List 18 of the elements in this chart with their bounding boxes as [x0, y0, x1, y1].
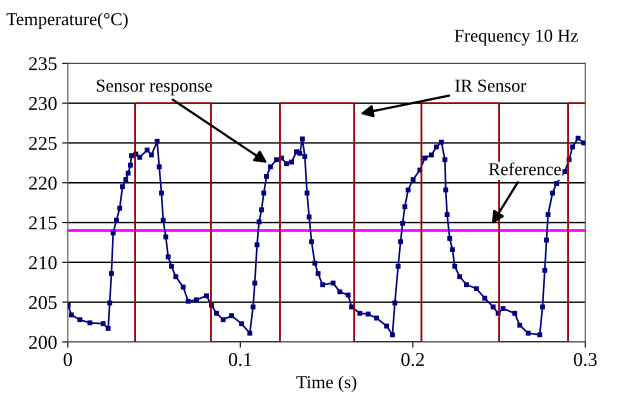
x-tick-label: 0.2: [401, 352, 424, 366]
y-tick-label: 225: [29, 136, 57, 150]
text: Frequency 10 Hz: [454, 30, 578, 46]
ref-line-label: Reference: [488, 162, 561, 176]
x-tick-label: 0: [64, 352, 72, 366]
y-tick-label: 220: [29, 176, 57, 190]
y-tick-label: 215: [29, 216, 57, 230]
x-axis-title: Time (s): [296, 376, 356, 392]
y-tick-label: 205: [29, 296, 57, 310]
text: Sensor response: [96, 80, 212, 96]
y-tick-label: 235: [29, 57, 57, 70]
x-tick-label: 0.1: [228, 352, 252, 366]
y-axis-title: Temperature(°C): [6, 12, 128, 29]
y-tick-label: 200: [29, 336, 57, 349]
x-tick-label: 0.3: [574, 352, 597, 366]
series-label: IR Sensor: [455, 80, 526, 92]
y-tick-label: 210: [29, 256, 57, 270]
y-tick-label: 230: [29, 96, 57, 110]
